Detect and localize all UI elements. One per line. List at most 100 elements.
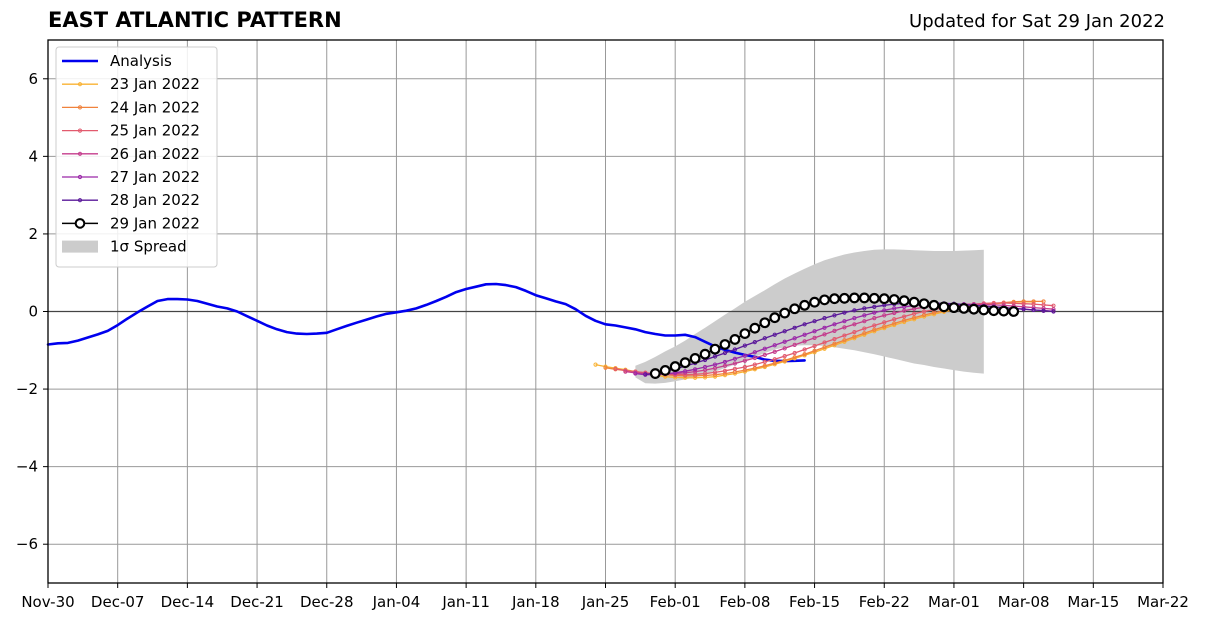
forecast-point [749, 322, 761, 334]
forecast-point [819, 294, 830, 306]
forecast-point [1031, 307, 1036, 313]
forecast-point [988, 305, 1000, 317]
forecast-point [902, 314, 907, 319]
forecast-point [742, 364, 747, 370]
forecast-point [802, 347, 807, 352]
forecast-point [902, 318, 907, 323]
forecast-point [882, 308, 887, 313]
legend-label: 26 Jan 2022 [110, 145, 200, 163]
legend: Analysis 23 Jan 2022 24 Jan 2022 25 Jan 202… [55, 46, 218, 268]
forecast-point [593, 362, 598, 367]
y-tick-label: 2 [28, 225, 38, 243]
forecast-point [623, 369, 628, 374]
forecast-point [882, 313, 887, 318]
forecast-point [762, 363, 767, 368]
forecast-point [742, 358, 747, 363]
forecast-point [872, 323, 877, 328]
x-tick-label: Dec-28 [300, 593, 354, 611]
forecast-point [722, 359, 728, 365]
x-tick-label: Feb-15 [789, 593, 840, 611]
forecast-point [739, 328, 751, 340]
forecast-point [842, 310, 847, 315]
x-tick-label: Mar-01 [928, 593, 980, 611]
forecast-point [772, 332, 777, 337]
forecast-point [1021, 304, 1026, 309]
x-tick-label: Jan-04 [372, 593, 421, 611]
forecast-point [892, 321, 897, 326]
forecast-point [822, 315, 827, 321]
forecast-point [712, 372, 718, 377]
forecast-point [729, 334, 741, 345]
x-tick-label: Mar-15 [1067, 593, 1119, 611]
legend-label: 27 Jan 2022 [110, 168, 200, 186]
legend-label: 28 Jan 2022 [110, 191, 200, 209]
forecast-point [752, 340, 757, 345]
forecast-point [802, 332, 807, 337]
x-tick-label: Jan-25 [581, 593, 630, 611]
forecast-point [802, 339, 807, 344]
analysis-line [46, 282, 806, 363]
forecast-point [892, 306, 897, 311]
forecast-point [722, 368, 728, 373]
forecast-point [792, 325, 797, 330]
x-tick-label: Dec-14 [161, 593, 215, 611]
legend-label: Analysis [110, 52, 172, 70]
forecast-point [689, 353, 701, 364]
forecast-point [812, 329, 817, 334]
forecast-point [882, 320, 887, 325]
forecast-point [643, 372, 648, 377]
x-tick-label: Dec-07 [91, 593, 145, 611]
forecast-point [782, 329, 787, 334]
forecast-point [872, 304, 877, 309]
plot-area: Nov-30 Dec-07 Dec-14 Dec-21 Dec-28 Jan-04 Jan-… [16, 39, 1189, 611]
legend-marker [77, 151, 83, 156]
forecast-point [752, 362, 757, 367]
forecast-point [603, 365, 608, 370]
forecast-point [842, 325, 847, 330]
forecast-point [862, 306, 867, 311]
forecast-point [1041, 308, 1046, 313]
forecast-point [769, 312, 781, 324]
forecast-point [613, 366, 618, 372]
forecast-point [852, 334, 857, 339]
forecast-point [669, 361, 681, 372]
y-tick-label: −2 [16, 380, 38, 398]
forecast-point [832, 341, 837, 346]
forecast-point [789, 303, 801, 315]
x-tick-label: Jan-18 [511, 593, 560, 611]
forecast-point [692, 369, 698, 374]
forecast-point [722, 350, 728, 356]
legend-marker [77, 174, 83, 180]
x-tick-label: Dec-21 [230, 593, 284, 611]
forecast-point [1041, 306, 1046, 311]
forecast-point [712, 362, 718, 367]
legend-marker [74, 218, 86, 229]
forecast-point [792, 342, 797, 347]
forecast-point [1001, 300, 1006, 306]
forecast-point [858, 292, 870, 304]
legend-label: 1σ Spread [110, 238, 187, 256]
legend-swatch [62, 240, 98, 253]
forecast-point [852, 315, 857, 321]
y-tick-label: 0 [28, 303, 38, 321]
forecast-point [832, 336, 837, 342]
forecast-point [692, 367, 698, 372]
forecast-point [683, 369, 688, 374]
forecast-point [822, 345, 827, 350]
forecast-point [1051, 309, 1056, 314]
forecast-point [782, 358, 787, 363]
forecast-point [762, 346, 767, 351]
forecast-point [1031, 305, 1036, 310]
forecast-point [633, 371, 638, 376]
y-tick-label: −4 [16, 458, 38, 476]
legend-label: 29 Jan 2022 [110, 214, 200, 232]
forecast-point [772, 357, 777, 362]
forecast-point [908, 296, 920, 308]
x-tick-label: Feb-08 [719, 593, 770, 611]
forecast-point [812, 319, 817, 324]
forecast-point [862, 313, 867, 318]
x-tick-label: Feb-22 [859, 593, 910, 611]
forecast-point [852, 329, 857, 335]
forecast-point [832, 328, 837, 333]
